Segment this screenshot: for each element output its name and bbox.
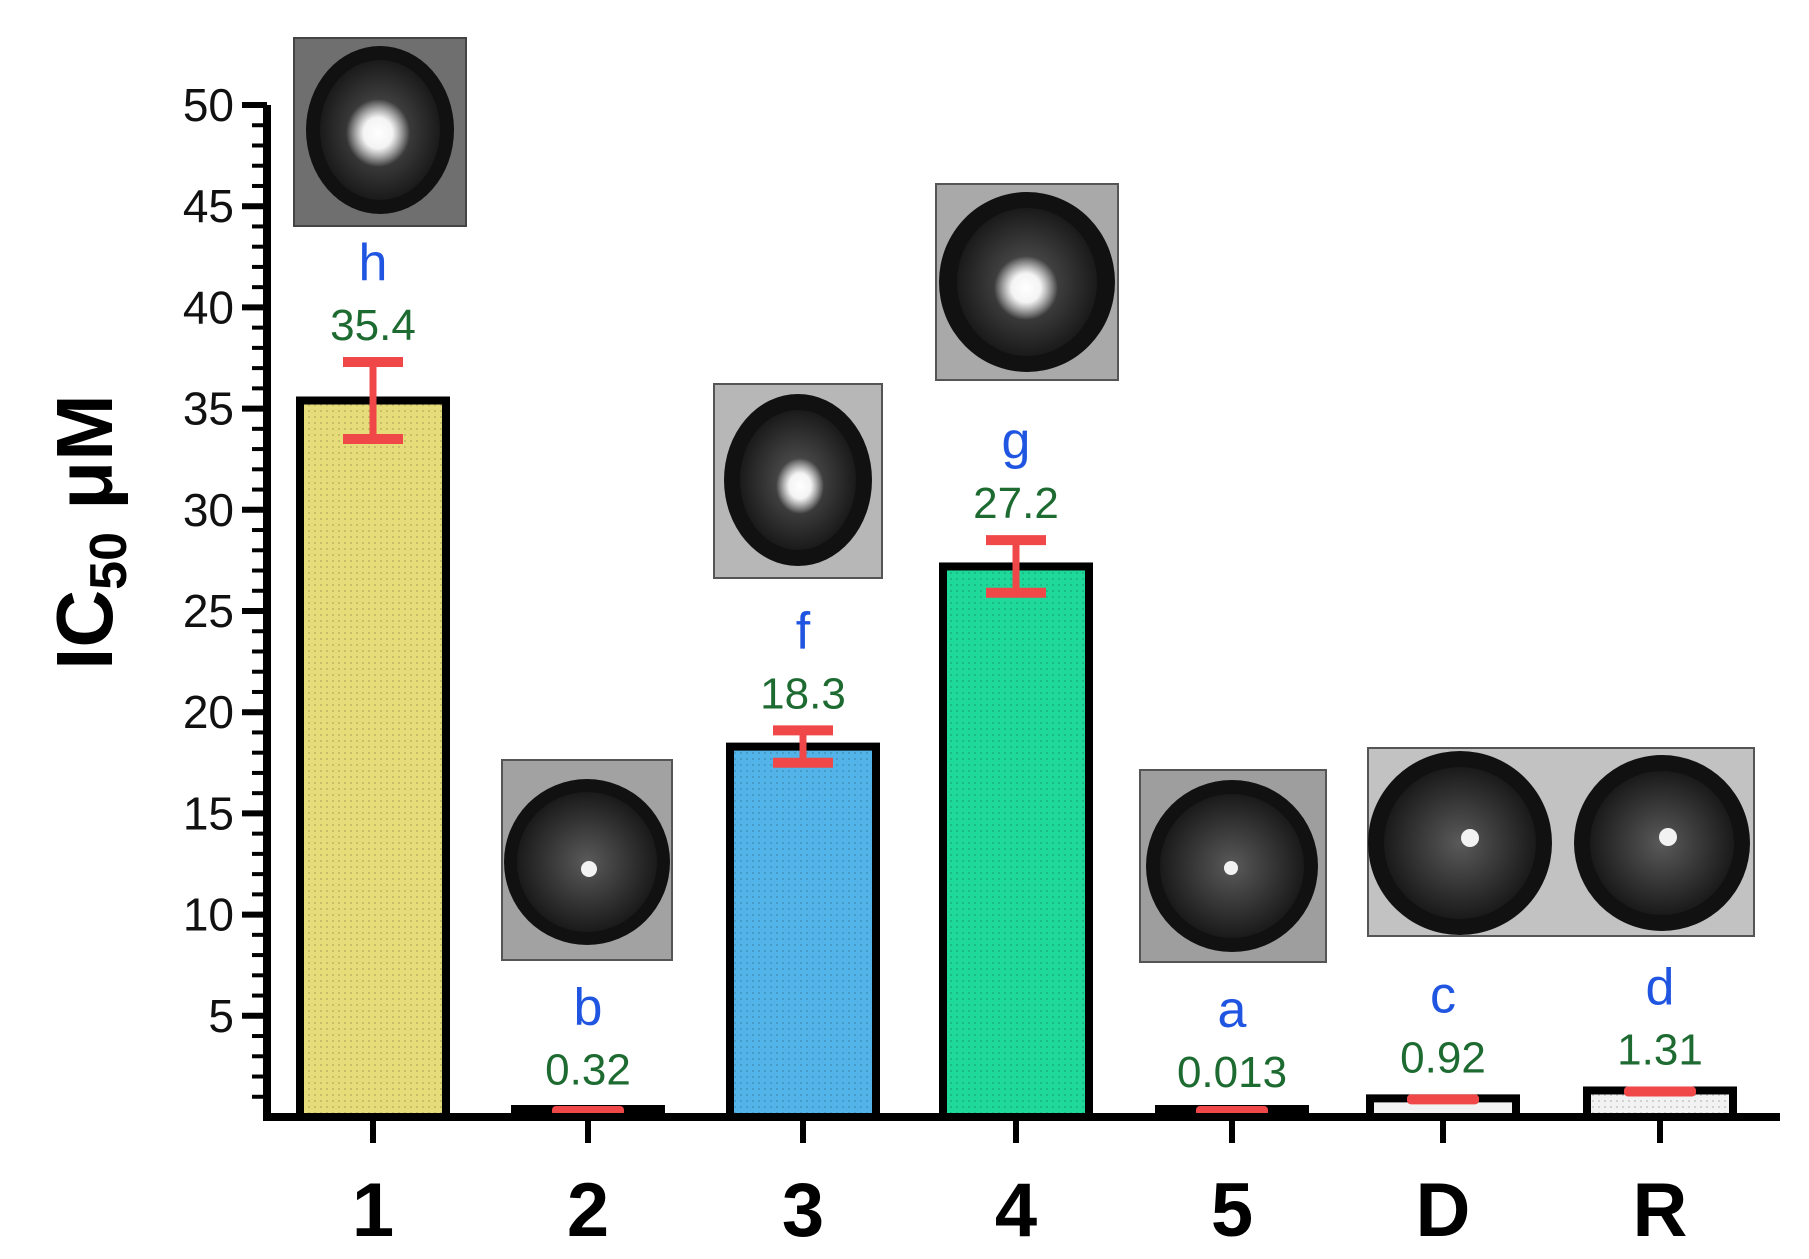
y-tick-label: 40 <box>183 281 234 333</box>
value-label-1: 35.4 <box>330 301 416 350</box>
dish-image-5 <box>1139 769 1327 963</box>
y-tick-label: 30 <box>183 484 234 536</box>
value-label-D: 0.92 <box>1400 1033 1486 1082</box>
bar-texture-3 <box>734 750 872 1113</box>
x-tick-label-5: 5 <box>1211 1168 1253 1253</box>
x-tick-label-R: R <box>1633 1168 1688 1253</box>
y-tick-label: 35 <box>183 383 234 435</box>
y-tick-label: 50 <box>183 79 234 131</box>
y-tick-label: 15 <box>183 787 234 839</box>
x-tick-label-3: 3 <box>782 1168 824 1253</box>
y-axis-title: IC50 μM <box>40 394 138 670</box>
y-tick-label: 45 <box>183 180 234 232</box>
chart-marks: 35.4 h 0.32 b 18.3 f 27.2 g 0.013 a 0.92 c 1.31 d <box>296 234 1737 1121</box>
bar-texture-1 <box>304 404 442 1113</box>
y-tick-label: 20 <box>183 686 234 738</box>
error-bar-D <box>1407 1094 1479 1105</box>
group-letter-5: a <box>1218 981 1247 1039</box>
group-letter-R: d <box>1646 958 1675 1016</box>
y-tick-label: 10 <box>183 889 234 941</box>
x-tick-label-4: 4 <box>995 1168 1037 1253</box>
error-bar-R <box>1624 1086 1696 1097</box>
group-letter-D: c <box>1430 966 1456 1024</box>
x-tick-label-1: 1 <box>352 1168 394 1253</box>
dish-image-3 <box>713 383 883 579</box>
group-letter-1: h <box>359 234 388 292</box>
dish-image-1 <box>293 37 467 227</box>
y-tick-label: 25 <box>183 585 234 637</box>
dish-image-4 <box>935 183 1119 381</box>
group-letter-3: f <box>796 602 811 660</box>
value-label-R: 1.31 <box>1617 1025 1703 1074</box>
value-label-4: 27.2 <box>973 479 1059 528</box>
group-letter-4: g <box>1002 412 1031 470</box>
value-label-3: 18.3 <box>760 669 846 718</box>
dish-image-2 <box>501 759 673 961</box>
x-tick-label-2: 2 <box>567 1168 609 1253</box>
group-letter-2: b <box>574 978 603 1036</box>
value-label-5: 0.013 <box>1177 1048 1287 1097</box>
bar-texture-R <box>1591 1094 1729 1113</box>
bar-texture-4 <box>947 570 1085 1113</box>
dish-image-d-r <box>1367 747 1755 937</box>
y-tick-label: 5 <box>208 990 234 1042</box>
value-label-2: 0.32 <box>545 1045 631 1094</box>
x-tick-label-D: D <box>1416 1168 1471 1253</box>
